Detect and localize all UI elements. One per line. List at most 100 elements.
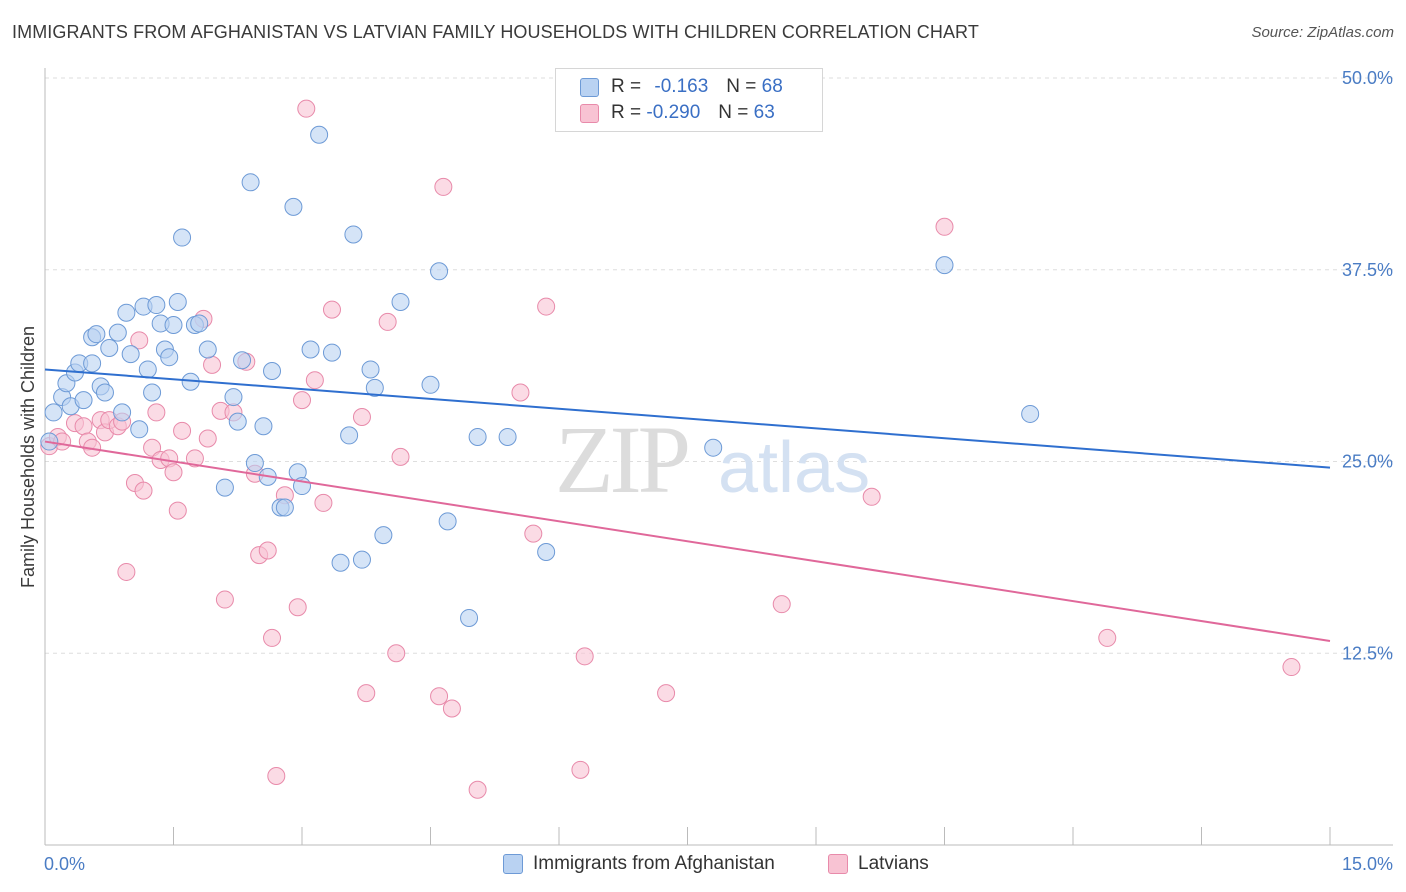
tick-labels: 12.5% 25.0% 37.5% 50.0% 0.0% 15.0% bbox=[44, 68, 1393, 874]
legend-r-value: -0.290 bbox=[646, 102, 701, 123]
latvians-point bbox=[442, 699, 461, 718]
afghanistan-point bbox=[344, 225, 363, 244]
legend-n-value: 68 bbox=[761, 76, 783, 97]
latvians-point bbox=[168, 501, 187, 520]
trend-lines bbox=[44, 368, 1331, 642]
latvians-point bbox=[935, 217, 954, 236]
afghanistan-point bbox=[284, 197, 303, 216]
latvians-point bbox=[288, 598, 307, 617]
watermark: ZIP atlas bbox=[555, 406, 870, 513]
afghanistan-point bbox=[121, 345, 140, 364]
afghanistan-point bbox=[468, 427, 487, 446]
latvians-point bbox=[134, 481, 153, 500]
afghanistan-point bbox=[143, 383, 162, 402]
x-tick-label: 15.0% bbox=[1342, 854, 1393, 874]
legend-swatch-blue bbox=[580, 77, 599, 97]
latvians-point bbox=[468, 780, 487, 799]
legend-r-label: R = bbox=[611, 102, 642, 123]
afghanistan-point bbox=[190, 314, 209, 333]
afghanistan-point bbox=[361, 360, 380, 379]
afghanistan-point bbox=[241, 173, 260, 192]
latvians-point bbox=[1282, 658, 1301, 677]
y-tick-label: 12.5% bbox=[1342, 643, 1393, 663]
afghanistan-point bbox=[245, 454, 264, 473]
latvians-point bbox=[378, 312, 397, 331]
bottom-legend-swatch-pink bbox=[828, 854, 848, 874]
afghanistan-point bbox=[108, 323, 127, 342]
afghanistan-point bbox=[322, 343, 341, 362]
afghanistan-point bbox=[421, 375, 440, 394]
afghanistan-point bbox=[95, 383, 114, 402]
latvians-point bbox=[1098, 628, 1117, 647]
latvians-point bbox=[263, 628, 282, 647]
afghanistan-point bbox=[352, 550, 371, 569]
afghanistan-point bbox=[44, 403, 63, 422]
latvians-point bbox=[524, 524, 543, 543]
watermark-atlas: atlas bbox=[718, 428, 870, 508]
axes bbox=[44, 68, 1393, 846]
latvians-point bbox=[322, 300, 341, 319]
latvians-trend-line bbox=[44, 440, 1331, 642]
grid-lines bbox=[45, 77, 1393, 654]
latvians-point bbox=[537, 297, 556, 316]
latvians-point bbox=[434, 177, 453, 196]
latvians-point bbox=[352, 408, 371, 427]
latvians-point bbox=[772, 595, 791, 614]
latvians-point bbox=[143, 438, 162, 457]
afghanistan-point bbox=[147, 296, 166, 315]
afghanistan-point bbox=[198, 340, 217, 359]
afghanistan-point bbox=[935, 256, 954, 275]
legend-r-value: -0.163 bbox=[654, 76, 709, 97]
afghanistan-point bbox=[537, 543, 556, 562]
afghanistan-point bbox=[113, 403, 132, 422]
afghanistan-points bbox=[40, 125, 1040, 627]
afghanistan-point bbox=[164, 315, 183, 334]
x-tick-label: 0.0% bbox=[44, 854, 85, 874]
latvians-point bbox=[203, 355, 222, 374]
latvians-point bbox=[117, 562, 136, 581]
latvians-point bbox=[511, 383, 530, 402]
legend: R = -0.163 N = 68 R = -0.290 N = 63 bbox=[555, 68, 823, 132]
latvians-point bbox=[74, 417, 93, 436]
afghanistan-point bbox=[391, 292, 410, 311]
latvians-point bbox=[147, 403, 166, 422]
afghanistan-point bbox=[100, 338, 119, 357]
bottom-legend-afghanistan: Immigrants from Afghanistan bbox=[503, 851, 775, 877]
latvians-point bbox=[575, 647, 594, 666]
latvians-point bbox=[862, 487, 881, 506]
legend-n-label: N = bbox=[718, 102, 749, 123]
afghanistan-point bbox=[138, 360, 157, 379]
afghanistan-point bbox=[160, 348, 179, 367]
bottom-legend-swatch-blue bbox=[503, 854, 523, 874]
afghanistan-point bbox=[331, 553, 350, 572]
afghanistan-point bbox=[460, 608, 479, 627]
bottom-legend-label-latvians: Latvians bbox=[858, 853, 929, 874]
latvians-point bbox=[305, 371, 324, 390]
afghanistan-point bbox=[374, 526, 393, 545]
afghanistan-point bbox=[1021, 404, 1040, 423]
chart-title: IMMIGRANTS FROM AFGHANISTAN VS LATVIAN F… bbox=[12, 22, 979, 42]
y-axis-label: Family Households with Children bbox=[18, 326, 38, 588]
afghanistan-point bbox=[87, 325, 106, 344]
afghanistan-point bbox=[275, 498, 294, 517]
afghanistan-point bbox=[301, 340, 320, 359]
afghanistan-point bbox=[263, 361, 282, 380]
latvians-point bbox=[314, 493, 333, 512]
afghanistan-point bbox=[130, 420, 149, 439]
y-tick-label: 50.0% bbox=[1342, 68, 1393, 88]
afghanistan-point bbox=[117, 303, 136, 322]
latvians-point bbox=[164, 463, 183, 482]
latvians-point bbox=[215, 590, 234, 609]
latvians-point bbox=[173, 421, 192, 440]
afghanistan-trend-line bbox=[44, 368, 1331, 469]
afghanistan-point bbox=[173, 228, 192, 247]
source-label: Source: ZipAtlas.com bbox=[1251, 24, 1394, 41]
afghanistan-point bbox=[310, 125, 329, 144]
latvians-point bbox=[258, 541, 277, 560]
afghanistan-point bbox=[74, 391, 93, 410]
legend-row-latvians: R = -0.290 N = 63 bbox=[580, 100, 775, 126]
afghanistan-point bbox=[228, 412, 247, 431]
latvians-point bbox=[357, 684, 376, 703]
y-tick-label: 25.0% bbox=[1342, 452, 1393, 472]
afghanistan-point bbox=[168, 292, 187, 311]
